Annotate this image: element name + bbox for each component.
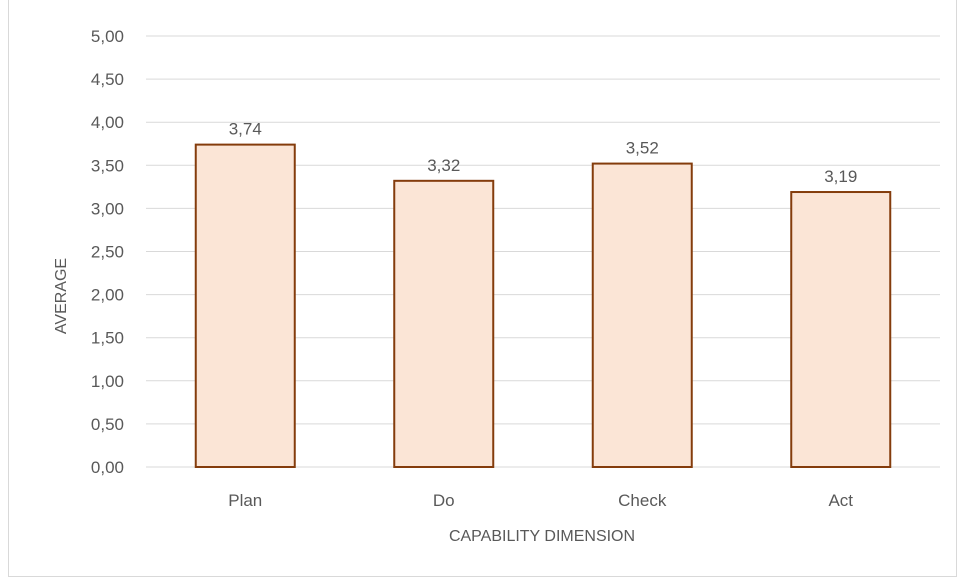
y-tick-label: 3,00 (91, 199, 124, 218)
bar-do (393, 179, 495, 468)
y-tick-label: 3,50 (91, 156, 124, 175)
y-tick-label: 0,00 (91, 458, 124, 477)
y-tick-label: 1,50 (91, 329, 124, 348)
y-tick-label: 4,00 (91, 113, 124, 132)
data-label-check: 3,52 (626, 139, 659, 158)
y-tick-labels: 0,00 0,50 1,00 1,50 2,00 2,50 3,00 3,50 4,00 4,50… (91, 27, 124, 477)
y-tick-label: 4,50 (91, 70, 124, 89)
bar-plan (194, 143, 296, 468)
bars (194, 143, 892, 469)
x-tick-label-check: Check (618, 491, 667, 510)
x-tick-labels: Plan Do Check Act (228, 491, 853, 510)
y-tick-label: 5,00 (91, 27, 124, 46)
y-tick-label: 0,50 (91, 415, 124, 434)
data-labels: 3,74 3,32 3,52 3,19 (229, 120, 858, 186)
x-tick-label-plan: Plan (228, 491, 262, 510)
y-tick-label: 2,50 (91, 243, 124, 262)
y-tick-label: 1,00 (91, 372, 124, 391)
bar-act (790, 191, 892, 468)
data-label-act: 3,19 (824, 167, 857, 186)
bar-check (591, 162, 693, 469)
x-tick-label-do: Do (433, 491, 455, 510)
y-tick-label: 2,00 (91, 286, 124, 305)
data-label-plan: 3,74 (229, 120, 262, 139)
x-tick-label-act: Act (828, 491, 853, 510)
x-axis-title: CAPABILITY DIMENSION (449, 528, 635, 545)
y-axis-title: AVERAGE (53, 258, 70, 334)
data-label-do: 3,32 (427, 156, 460, 175)
